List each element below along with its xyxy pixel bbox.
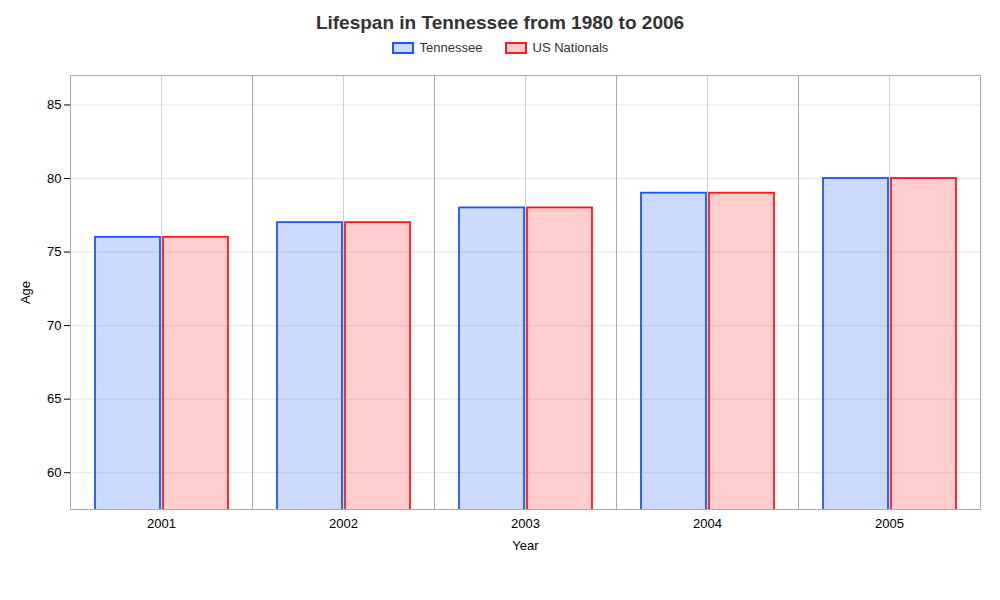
svg-text:60: 60	[47, 465, 61, 480]
svg-text:2002: 2002	[329, 516, 358, 531]
html-text:Tennessee: Tennessee	[419, 40, 483, 55]
svg-text:75: 75	[47, 244, 61, 259]
svg-text:2003: 2003	[511, 516, 540, 531]
svg-text:65: 65	[47, 391, 61, 406]
html-text:Lifespan in Tennessee from 198: Lifespan in Tennessee from 1980 to 2006	[315, 12, 685, 33]
svg-text:2001: 2001	[147, 516, 176, 531]
svg-text:2005: 2005	[875, 516, 904, 531]
svg-text:Year: Year	[512, 538, 539, 553]
svg-text:70: 70	[47, 318, 61, 333]
svg-text:80: 80	[47, 171, 61, 186]
svg-text:Age: Age	[18, 281, 33, 304]
svg-text:2004: 2004	[693, 516, 722, 531]
svg-text:85: 85	[47, 97, 61, 112]
html-text:US Nationals: US Nationals	[532, 40, 609, 55]
